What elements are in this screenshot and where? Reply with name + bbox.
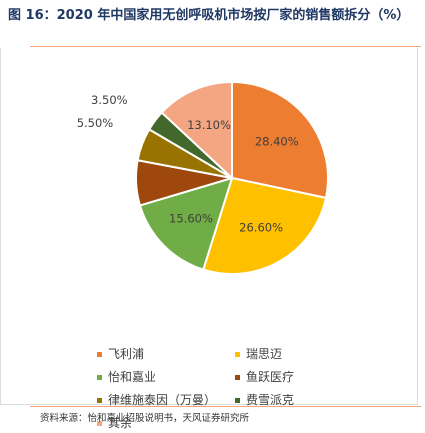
legend-item-1: 瑞思迈: [235, 345, 355, 364]
legend-swatch-6: [97, 421, 102, 426]
legend-item-4: 律维施泰因（万曼）: [97, 391, 235, 410]
pie-slice-6: [160, 80, 233, 181]
pie-chart: 28.40% 26.60% 15.60% 5.50% 3.50% 13.10%: [77, 80, 329, 275]
legend-swatch-0: [97, 352, 102, 357]
legend-label-5: 费雪派克: [246, 393, 295, 407]
legend-swatch-5: [235, 398, 240, 403]
pie-slice-1: [202, 176, 328, 275]
legend-label-2: 怡和嘉业: [108, 370, 157, 384]
slice-label-0: 28.40%: [255, 135, 299, 149]
legend-swatch-4: [97, 398, 102, 403]
chart-frame: 28.40% 26.60% 15.60% 5.50% 3.50% 13.10% 飞利浦 瑞思…: [0, 48, 418, 430]
slice-label-4: 5.50%: [77, 116, 114, 130]
title-divider: [30, 46, 421, 47]
slice-label-1: 26.60%: [239, 221, 283, 235]
pie-slice-2: [138, 176, 234, 271]
legend-label-4: 律维施泰因（万曼）: [108, 393, 217, 407]
legend-swatch-3: [235, 375, 240, 380]
slice-label-5: 3.50%: [91, 93, 128, 107]
source-note: 资料来源：怡和嘉业招股说明书，天风证券研究所: [40, 413, 250, 424]
chart-legend: 飞利浦 瑞思迈怡和嘉业 鱼跃医疗律维施泰因（万曼） 费雪派克其余: [97, 345, 357, 433]
figure-title: 图 16：2020 年中国家用无创呼吸机市场按厂家的销售额拆分（%）: [8, 8, 410, 23]
slice-label-6: 13.10%: [187, 118, 231, 132]
legend-label-1: 瑞思迈: [246, 347, 283, 361]
legend-item-0: 飞利浦: [97, 345, 235, 364]
legend-label-6: 其余: [108, 416, 133, 430]
legend-item-5: 费雪派克: [235, 391, 355, 410]
pie-slice-0: [231, 80, 329, 200]
source-divider: [30, 406, 421, 407]
legend-item-6: 其余: [97, 414, 235, 433]
legend-label-3: 鱼跃医疗: [246, 370, 295, 384]
legend-item-2: 怡和嘉业: [97, 368, 235, 387]
legend-swatch-2: [97, 375, 102, 380]
slice-label-2: 15.60%: [169, 211, 213, 225]
legend-swatch-1: [235, 352, 240, 357]
legend-item-3: 鱼跃医疗: [235, 368, 355, 387]
legend-label-0: 飞利浦: [108, 347, 145, 361]
